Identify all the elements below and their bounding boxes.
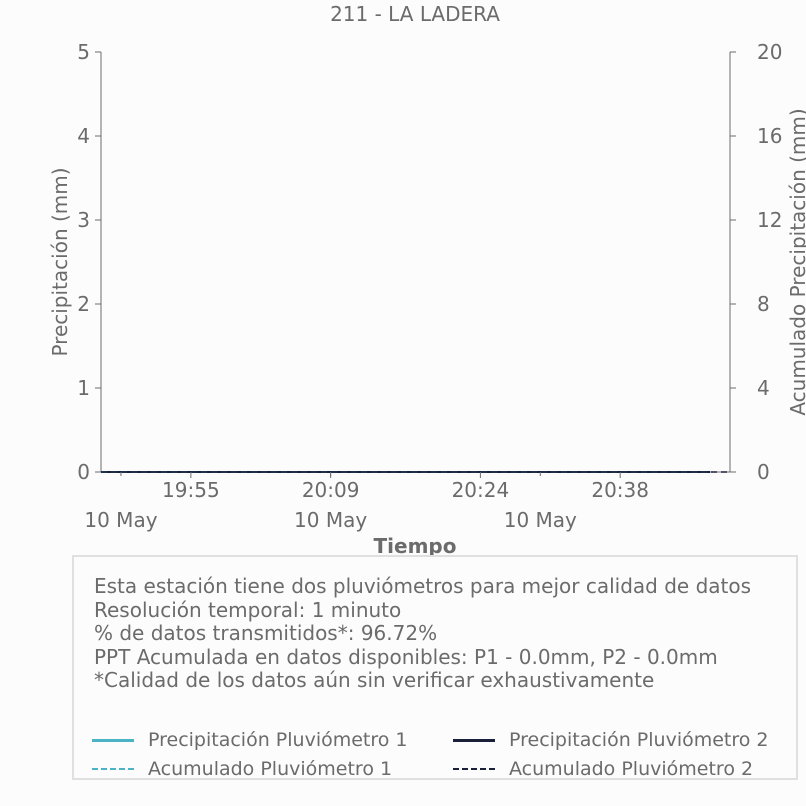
- legend-swatch: [453, 768, 495, 770]
- chart-title: 211 - LA LADERA: [330, 2, 500, 26]
- y-axis-label: Precipitación (mm): [48, 167, 72, 356]
- plot-axes: [100, 52, 731, 473]
- x-tick-label: 20:38: [591, 478, 649, 502]
- info-line: *Calidad de los datos aún sin verificar …: [94, 668, 655, 692]
- y2-tick-label: 0: [757, 460, 770, 484]
- legend-swatch: [453, 738, 495, 742]
- y-tick-label: 2: [77, 292, 90, 316]
- legend-item: Acumulado Pluviómetro 1: [92, 758, 392, 780]
- legend-item: Acumulado Pluviómetro 2: [453, 758, 753, 780]
- legend-label: Acumulado Pluviómetro 1: [148, 758, 393, 780]
- y2-tick-label: 16: [757, 124, 782, 148]
- legend-label: Precipitación Pluviómetro 1: [148, 729, 408, 751]
- y2-tick-label: 20: [757, 40, 782, 64]
- info-line: % de datos transmitidos*: 96.72%: [94, 621, 438, 645]
- y2-axis-label: Acumulado Precipitación (mm): [786, 108, 806, 415]
- y2-tick-label: 4: [757, 376, 770, 400]
- x-tick-label: 20:24: [452, 478, 510, 502]
- info-line: Resolución temporal: 1 minuto: [94, 597, 402, 622]
- legend-swatch: [92, 738, 134, 742]
- x-date-label: 10 May: [84, 508, 157, 532]
- legend-item: Precipitación Pluviómetro 2: [453, 729, 769, 751]
- x-tick-label: 19:55: [162, 478, 220, 502]
- x-tick-label: 20:09: [302, 478, 360, 502]
- y2-tick-label: 8: [757, 292, 770, 316]
- x-axis-label: Tiempo: [374, 534, 457, 558]
- y-tick-label: 4: [77, 124, 90, 148]
- y-tick-label: 1: [77, 376, 90, 400]
- info-line: Esta estación tiene dos pluviómetros par…: [94, 574, 752, 598]
- legend-swatch: [92, 768, 134, 770]
- info-text: Esta estación tiene dos pluviómetros par…: [94, 574, 752, 693]
- info-line: PPT Acumulada en datos disponibles: P1 -…: [94, 644, 718, 669]
- legend-item: Precipitación Pluviómetro 1: [92, 729, 408, 751]
- legend-label: Acumulado Pluviómetro 2: [509, 758, 754, 780]
- y2-tick-label: 12: [757, 208, 782, 232]
- x-date-label: 10 May: [504, 508, 577, 532]
- y-tick-label: 3: [77, 208, 90, 232]
- legend-label: Precipitación Pluviómetro 2: [509, 729, 769, 751]
- y-tick-label: 0: [77, 460, 90, 484]
- y-tick-label: 5: [77, 40, 90, 64]
- x-date-label: 10 May: [294, 508, 367, 532]
- info-box: Esta estación tiene dos pluviómetros par…: [72, 555, 798, 780]
